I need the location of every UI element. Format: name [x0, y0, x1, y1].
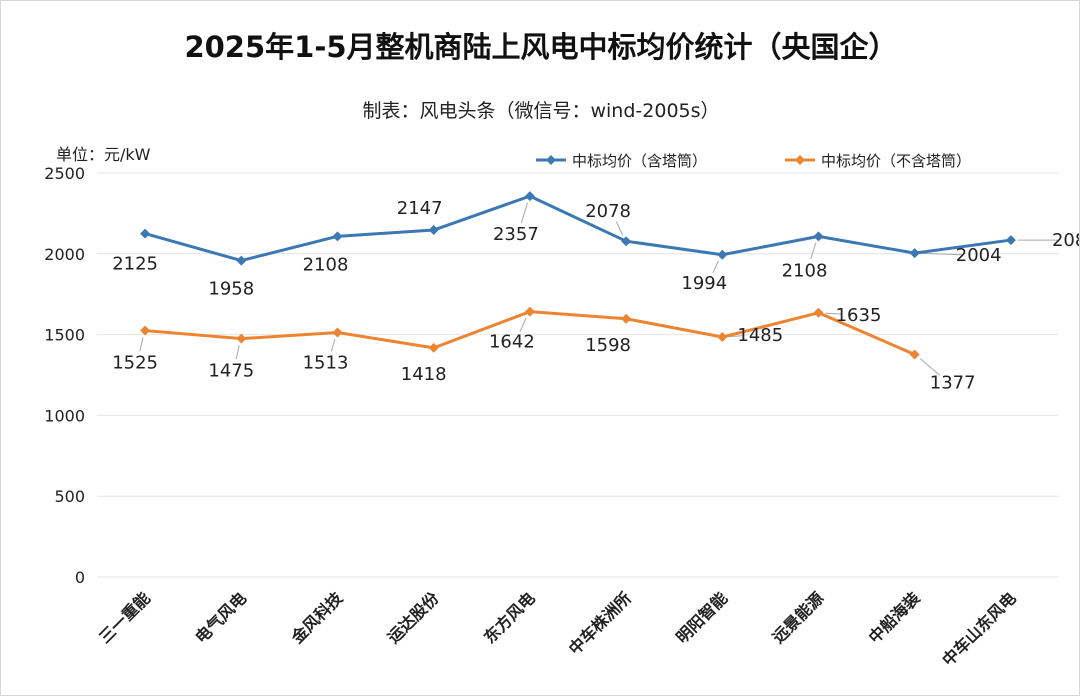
- label-leader: [615, 221, 623, 236]
- x-tick-label: 远景能源: [769, 588, 828, 647]
- data-label: 2078: [585, 201, 631, 222]
- data-point: [717, 332, 728, 343]
- unit-label: 单位：元/kW: [56, 145, 151, 164]
- data-point: [332, 327, 343, 338]
- data-label: 1525: [112, 353, 158, 374]
- data-label: 1642: [489, 332, 535, 353]
- label-leader: [520, 202, 528, 223]
- data-point: [332, 231, 343, 242]
- data-point: [524, 191, 535, 202]
- y-tick-label: 1000: [44, 406, 85, 425]
- data-label: 1958: [208, 279, 254, 300]
- data-point: [236, 333, 247, 344]
- label-leader: [810, 242, 817, 260]
- chart-title: 2025年1-5月整机商陆上风电中标均价统计（央国企）: [184, 30, 897, 64]
- y-tick-label: 0: [75, 568, 85, 587]
- data-label: 1475: [208, 361, 254, 382]
- label-leader: [330, 338, 336, 352]
- x-axis: 三一重能 电气风电 金风科技 运达股份 东方风电 中车株洲所 明阳智能 远景能源 中船海装 中车山…: [95, 588, 1020, 670]
- y-tick-label: 1500: [44, 326, 85, 345]
- y-tick-label: 2000: [44, 245, 85, 264]
- series-layer: [140, 191, 1016, 360]
- x-tick-label: 东方风电: [480, 588, 539, 647]
- data-point: [1005, 235, 1016, 246]
- chart-subtitle: 制表：风电头条（微信号：wind-2005s）: [362, 100, 719, 122]
- x-tick-label: 电气风电: [191, 588, 250, 647]
- x-tick-label: 明阳智能: [672, 588, 731, 647]
- data-label: 2108: [782, 260, 828, 281]
- data-label: 2108: [303, 254, 349, 275]
- label-leader: [825, 312, 843, 315]
- x-tick-label: 三一重能: [95, 588, 154, 647]
- label-leader: [729, 335, 745, 338]
- x-tick-label: 中车株洲所: [565, 588, 635, 658]
- data-point: [717, 249, 728, 260]
- legend-marker: [795, 155, 805, 165]
- data-label: 1513: [303, 352, 349, 373]
- data-point: [621, 313, 632, 324]
- data-label: 1418: [401, 364, 447, 385]
- data-label: 2085: [1052, 230, 1079, 251]
- grid: [97, 172, 1059, 578]
- data-point: [813, 231, 824, 242]
- data-label: 1635: [836, 305, 882, 326]
- data-point: [909, 349, 920, 360]
- legend: 中标均价（含塔筒） 中标均价（不含塔筒）: [536, 152, 971, 170]
- y-tick-label: 2500: [44, 164, 85, 183]
- x-tick-label: 中船海装: [865, 588, 924, 647]
- data-point: [236, 255, 247, 266]
- x-tick-label: 中车山东风电: [938, 588, 1019, 669]
- data-point: [140, 325, 151, 336]
- data-label: 1377: [930, 372, 976, 393]
- series-line: [144, 194, 1012, 263]
- data-labels: 2125 1958 2108 2147 2357 2078 1994 2108 2004 2085…: [112, 198, 1079, 393]
- label-leader: [921, 252, 963, 256]
- data-point: [909, 248, 920, 259]
- data-label: 2004: [956, 245, 1002, 266]
- data-point: [428, 342, 439, 353]
- legend-marker: [546, 155, 556, 165]
- label-leader: [519, 317, 527, 332]
- data-point: [621, 236, 632, 247]
- x-tick-label: 金风科技: [287, 588, 347, 648]
- data-label: 1994: [681, 273, 727, 294]
- legend-label: 中标均价（含塔筒）: [572, 152, 707, 170]
- data-point: [428, 225, 439, 236]
- label-leader: [235, 345, 240, 360]
- data-label: 2147: [397, 198, 443, 219]
- legend-label: 中标均价（不含塔筒）: [821, 152, 971, 170]
- y-tick-label: 500: [54, 487, 85, 506]
- data-point: [140, 228, 151, 239]
- data-label: 1485: [737, 325, 783, 346]
- label-leader: [920, 358, 941, 376]
- y-axis: 0 500 1000 1500 2000 2500: [44, 164, 85, 587]
- data-label: 2125: [112, 254, 158, 275]
- data-label: 2357: [493, 224, 539, 245]
- data-point: [813, 307, 824, 318]
- data-point: [524, 306, 535, 317]
- label-leader: [139, 337, 144, 352]
- data-label: 1598: [585, 335, 631, 356]
- label-leader: [712, 260, 719, 273]
- label-leaders: [139, 202, 1059, 376]
- x-tick-label: 运达股份: [384, 588, 443, 647]
